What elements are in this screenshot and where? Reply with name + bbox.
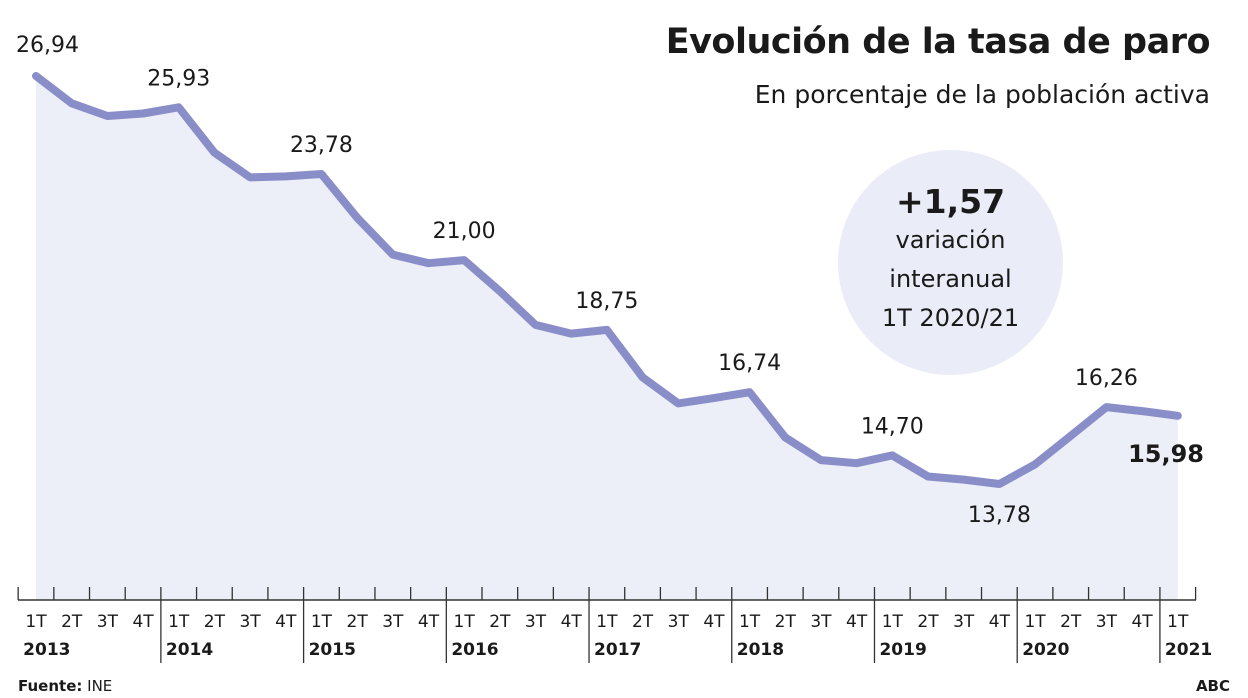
- variation-callout: +1,57 variación interanual 1T 2020/21: [838, 150, 1063, 375]
- x-tick-label: 3T: [525, 612, 547, 632]
- data-label: 15,98: [1128, 440, 1204, 468]
- area-fill: [36, 76, 1178, 600]
- x-tick-label: 4T: [989, 612, 1011, 632]
- year-label: 2017: [594, 640, 641, 660]
- x-tick-label: 4T: [846, 612, 868, 632]
- year-label: 2019: [879, 640, 926, 660]
- year-label: 2021: [1165, 640, 1212, 660]
- x-tick-label: 2T: [347, 612, 369, 632]
- x-tick-label: 2T: [61, 612, 83, 632]
- year-label: 2018: [737, 640, 784, 660]
- x-tick-label: 1T: [168, 612, 190, 632]
- x-tick-label: 1T: [739, 612, 761, 632]
- source-label: Fuente:: [18, 677, 83, 695]
- variation-value: +1,57: [895, 182, 1006, 221]
- data-label: 16,74: [718, 351, 781, 376]
- x-tick-label: 1T: [882, 612, 904, 632]
- year-label: 2015: [309, 640, 356, 660]
- year-label: 2020: [1022, 640, 1069, 660]
- x-tick-label: 4T: [275, 612, 297, 632]
- x-tick-label: 2T: [775, 612, 797, 632]
- x-tick-label: 2T: [204, 612, 226, 632]
- x-tick-label: 3T: [810, 612, 832, 632]
- data-label: 18,75: [575, 289, 638, 314]
- x-tick-label: 4T: [132, 612, 154, 632]
- source-note: Fuente: INE: [18, 677, 112, 695]
- data-label: 25,93: [147, 66, 210, 91]
- x-tick-label: 4T: [1131, 612, 1153, 632]
- variation-line-1: variación: [895, 226, 1006, 254]
- x-tick-label: 1T: [454, 612, 476, 632]
- data-label: 16,26: [1075, 366, 1138, 391]
- source-value: INE: [87, 677, 113, 695]
- chart-title: Evolución de la tasa de paro: [665, 22, 1211, 62]
- x-tick-label: 2T: [1060, 612, 1082, 632]
- chart-subtitle: En porcentaje de la población activa: [754, 80, 1210, 109]
- x-tick-label: 2T: [917, 612, 939, 632]
- x-tick-label: 1T: [1167, 612, 1189, 632]
- data-label: 21,00: [433, 219, 496, 244]
- x-tick-label: 3T: [668, 612, 690, 632]
- variation-line-3: 1T 2020/21: [881, 304, 1020, 332]
- x-tick-label: 1T: [1024, 612, 1046, 632]
- x-tick-label: 1T: [25, 612, 47, 632]
- year-label: 2013: [23, 640, 70, 660]
- data-label: 14,70: [861, 414, 924, 439]
- x-tick-label: 2T: [632, 612, 654, 632]
- x-tick-label: 3T: [97, 612, 119, 632]
- x-tick-label: 1T: [311, 612, 333, 632]
- x-tick-label: 2T: [489, 612, 511, 632]
- x-tick-label: 3T: [382, 612, 404, 632]
- brand-credit: ABC: [1195, 677, 1230, 695]
- x-tick-label: 4T: [561, 612, 583, 632]
- x-tick-label: 3T: [953, 612, 975, 632]
- data-label: 23,78: [290, 133, 353, 158]
- x-tick-label: 4T: [418, 612, 440, 632]
- variation-line-2: interanual: [889, 265, 1012, 293]
- year-label: 2014: [166, 640, 213, 660]
- data-label: 13,78: [968, 503, 1031, 528]
- x-tick-label: 1T: [596, 612, 618, 632]
- year-label: 2016: [451, 640, 498, 660]
- x-tick-label: 3T: [239, 612, 261, 632]
- data-label: 26,94: [16, 33, 79, 58]
- x-tick-label: 3T: [1096, 612, 1118, 632]
- x-tick-label: 4T: [703, 612, 725, 632]
